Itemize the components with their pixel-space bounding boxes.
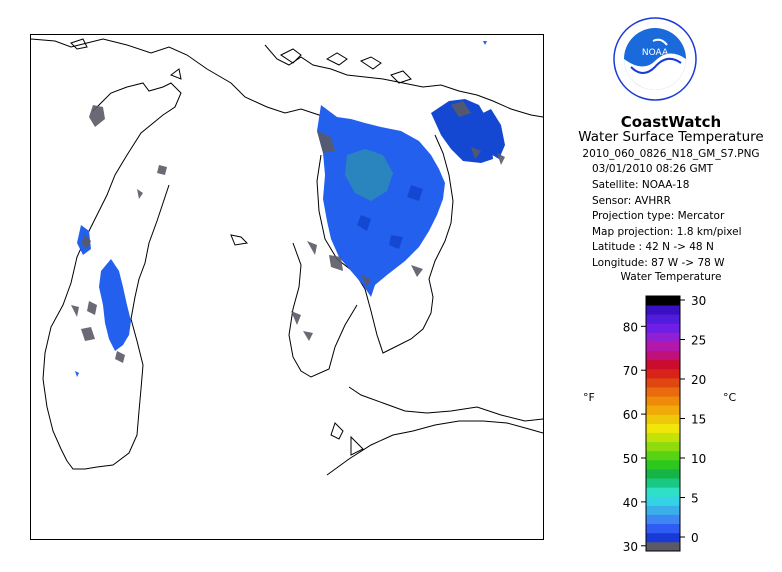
product-subtitle: Water Surface Temperature [578,129,764,145]
scale-color-band [646,296,680,306]
fahrenheit-tick-label: 40 [623,496,638,510]
georgian-bay-water [431,99,493,163]
datetime: 03/01/2010 08:26 GMT [592,163,714,175]
fahrenheit-tick-label: 80 [623,320,638,334]
fahrenheit-tick-label: 70 [623,364,638,378]
lake-erie-shoreline [348,386,543,422]
scale-color-band [646,523,680,534]
lake-erie-south-shore [326,420,543,476]
scale-color-band [646,368,680,379]
scale-color-band [646,396,680,406]
map-image [31,38,543,476]
sensor: Sensor: AVHRR [592,195,671,207]
superior-speck [483,41,487,45]
lake-huron-water [317,105,445,297]
georgian-bay-east [479,109,505,159]
celsius-tick-label: 30 [691,294,706,308]
legend-title: Water Temperature [620,271,722,283]
scale-color-band [646,314,680,324]
lake-michigan-shoreline [42,82,182,470]
scale-color-band [646,332,680,342]
scale-color-band [646,323,680,333]
satellite: Satellite: NOAA-18 [592,179,690,191]
scale-color-band [646,359,680,370]
scale-color-band [646,496,680,506]
scale-color-band [646,478,680,488]
lake-huron-blue-speckle [357,185,423,249]
lake-michigan-dot [75,371,79,377]
fahrenheit-tick-label: 50 [623,452,638,466]
scale-color-band [646,305,680,315]
scale-color-band [646,423,680,434]
projection-type: Projection type: Mercator [592,210,725,222]
islands-north [70,38,412,84]
logo-text: NOAA [642,48,669,58]
scale-color-band [646,514,680,525]
scale-color-band [646,532,680,543]
fahrenheit-unit: °F [583,391,595,404]
scale-color-band [646,459,680,470]
lake-michigan-water [99,259,131,351]
scale-color-band [646,405,680,415]
scale-frame [645,295,681,552]
noaa-logo: NOAA [613,17,697,101]
cloud-patch-1 [89,105,167,199]
celsius-tick-label: 5 [691,492,699,506]
celsius-unit: °C [723,391,737,404]
cloud-patch-2 [71,235,125,363]
water-temperature-overlay [71,41,505,377]
app-title: CoastWatch [620,113,722,131]
map-panel[interactable] [30,34,544,540]
longitude-range: Longitude: 87 W -> 78 W [592,257,725,269]
upper-peninsula-shoreline [31,38,358,136]
celsius-tick-label: 10 [691,452,706,466]
scale-color-band [646,414,680,424]
lower-peninsula-shoreline [288,242,358,378]
scale-color-band [646,350,680,361]
scale-color-band [646,377,680,388]
scale-color-band [646,541,680,552]
celsius-tick-label: 15 [691,413,706,427]
scale-color-band [646,505,680,515]
lake-st-clair [330,422,364,456]
scale-color-band [646,450,680,461]
scale-color-band [646,441,680,452]
latitude-range: Latitude : 42 N -> 48 N [592,241,714,253]
celsius-tick-label: 25 [691,334,706,348]
map-projection: Map projection: 1.8 km/pixel [592,226,742,238]
lake-huron-teal [345,149,393,201]
fahrenheit-tick-label: 60 [623,408,638,422]
celsius-tick-label: 20 [691,373,706,387]
lake-huron-shoreline [316,134,454,354]
scale-color-band [646,432,680,443]
scale-color-band [646,469,680,479]
scale-color-band [646,487,680,497]
scale-color-band [646,387,680,397]
celsius-tick-label: 0 [691,531,699,545]
scale-color-band [646,341,680,352]
fahrenheit-tick-label: 30 [623,540,638,554]
file-name: 2010_060_0826_N18_GM_S7.PNG [582,148,760,160]
small-island [230,234,249,246]
northern-shore-detail [264,44,543,118]
